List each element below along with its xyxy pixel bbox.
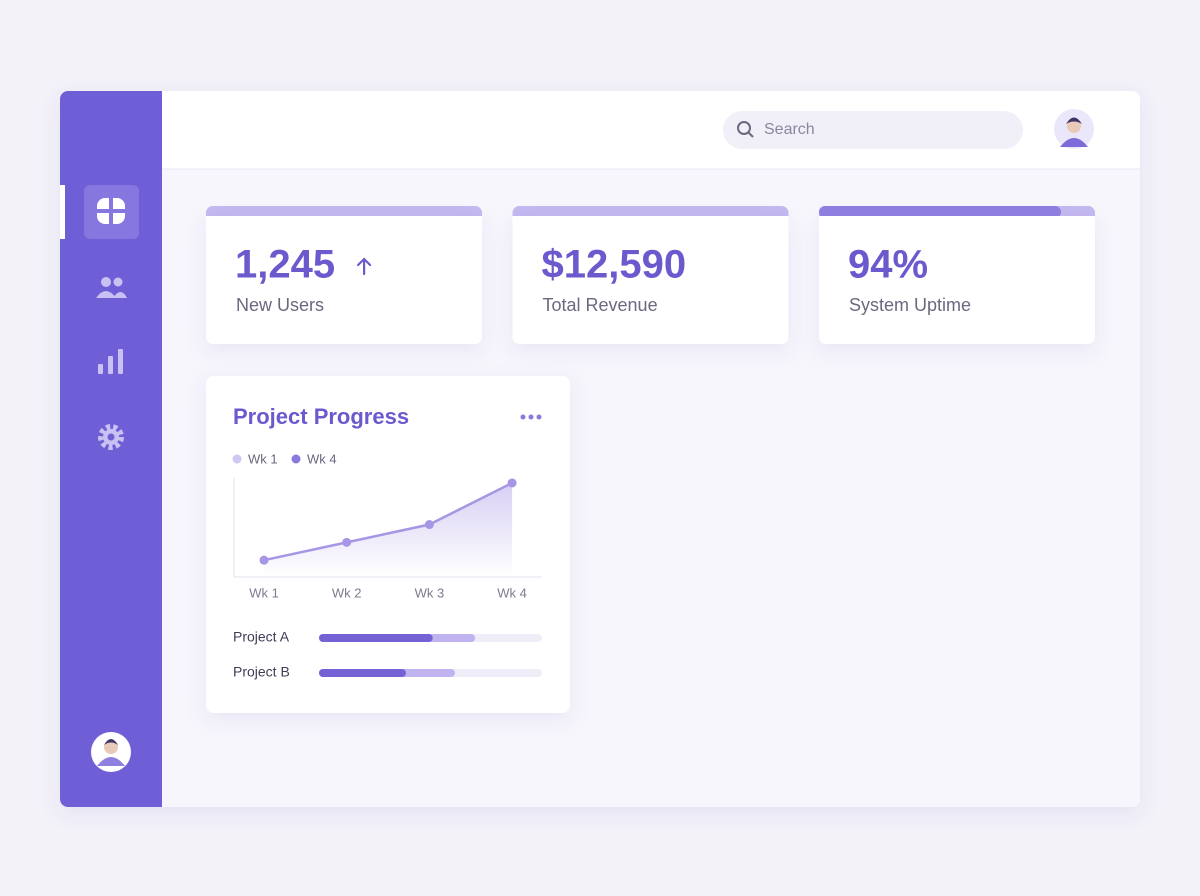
line-point [259, 555, 269, 565]
active-indicator [60, 185, 65, 239]
project-name: Project A [233, 629, 290, 645]
nav-analytics[interactable] [98, 349, 123, 374]
stat-card-strip-progress [819, 206, 1061, 218]
stat-value: $12,590 [542, 243, 687, 287]
x-tick-label: Wk 2 [332, 585, 362, 600]
stat-card [819, 216, 1095, 344]
x-tick-label: Wk 1 [249, 585, 279, 600]
legend-dot [291, 454, 301, 464]
stat-label: Total Revenue [543, 295, 658, 315]
more-menu[interactable] [520, 414, 542, 420]
sidebar-avatar[interactable] [91, 732, 131, 772]
search-box[interactable] [723, 111, 1023, 149]
legend-label: Wk 4 [307, 451, 337, 466]
nav-users[interactable] [96, 277, 127, 298]
stat-value: 1,245 [235, 243, 335, 287]
line-point [424, 520, 434, 530]
stat-card-top [512, 216, 789, 226]
search-placeholder: Search [764, 121, 815, 138]
nav-settings[interactable] [98, 424, 124, 450]
legend-dot [232, 454, 242, 464]
stat-card-top [206, 216, 482, 226]
x-tick-label: Wk 4 [497, 585, 527, 600]
project-name: Project B [233, 664, 290, 680]
user-avatar[interactable] [1054, 109, 1094, 149]
dashboard-icon [97, 198, 125, 224]
search-icon [737, 121, 751, 135]
line-point [507, 478, 517, 488]
progress-done [319, 669, 406, 677]
trend-up-icon [357, 257, 372, 276]
stat-card-top [819, 216, 1095, 226]
line [263, 481, 513, 562]
search-icon-handle [747, 131, 754, 138]
stat-label: System Uptime [849, 295, 971, 315]
line-area [264, 482, 513, 577]
progress-done [319, 634, 433, 642]
stat-value: 94% [848, 243, 928, 287]
legend-label: Wk 1 [248, 451, 278, 466]
stat-card [206, 216, 482, 344]
x-tick-label: Wk 3 [415, 585, 445, 600]
stat-label: New Users [236, 295, 324, 315]
card-title: Project Progress [233, 404, 409, 429]
line-point [342, 537, 352, 547]
stat-card [512, 216, 789, 344]
